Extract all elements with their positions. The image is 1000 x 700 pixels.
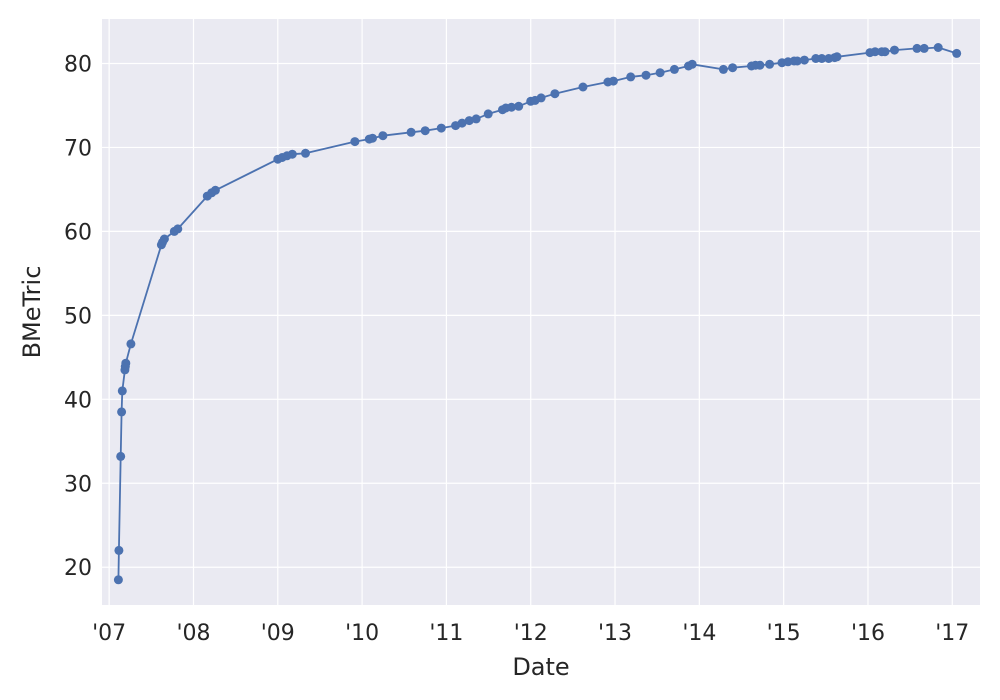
data-point bbox=[436, 123, 446, 133]
data-point bbox=[608, 76, 618, 86]
data-point bbox=[952, 48, 962, 58]
data-point bbox=[870, 47, 880, 57]
data-point bbox=[880, 47, 890, 57]
x-tick-label: '11 bbox=[429, 621, 463, 646]
data-point bbox=[117, 407, 127, 417]
y-tick-label: 70 bbox=[64, 136, 92, 161]
data-point bbox=[550, 89, 560, 99]
data-series bbox=[113, 43, 962, 585]
data-point bbox=[641, 70, 651, 80]
data-point bbox=[350, 137, 360, 147]
data-point bbox=[159, 234, 169, 244]
x-tick-label: '10 bbox=[345, 621, 379, 646]
data-point bbox=[471, 114, 481, 124]
data-point bbox=[210, 185, 220, 195]
data-point bbox=[687, 59, 697, 69]
data-point bbox=[117, 386, 127, 396]
data-point bbox=[121, 358, 131, 368]
data-point bbox=[765, 59, 775, 69]
data-point bbox=[626, 72, 636, 82]
plot-area bbox=[102, 19, 980, 605]
data-point bbox=[514, 101, 524, 111]
data-point bbox=[301, 148, 310, 158]
x-axis-ticks: '07 '08 '09 '10 '11 '12 '13 '14 '15 '16 '17 bbox=[92, 621, 969, 646]
data-point bbox=[368, 133, 377, 143]
data-point bbox=[457, 118, 467, 128]
x-tick-label: '13 bbox=[598, 621, 632, 646]
x-tick-label: '14 bbox=[682, 621, 716, 646]
data-point bbox=[728, 63, 738, 73]
y-axis-ticks: 20 30 40 50 60 70 80 bbox=[64, 52, 92, 581]
data-point bbox=[912, 43, 922, 53]
data-point bbox=[126, 339, 136, 349]
data-point bbox=[464, 116, 474, 126]
x-tick-label: '07 bbox=[92, 621, 126, 646]
y-tick-label: 40 bbox=[64, 388, 92, 413]
y-tick-label: 30 bbox=[64, 472, 92, 497]
data-point bbox=[287, 149, 297, 159]
data-point bbox=[378, 131, 388, 141]
data-point bbox=[173, 224, 183, 234]
data-point bbox=[655, 68, 665, 78]
x-tick-label: '15 bbox=[767, 621, 801, 646]
y-tick-label: 20 bbox=[64, 556, 92, 581]
data-point bbox=[919, 43, 929, 53]
data-point bbox=[799, 55, 809, 65]
data-point bbox=[536, 93, 546, 103]
y-tick-label: 50 bbox=[64, 304, 92, 329]
data-point bbox=[113, 575, 123, 585]
x-tick-label: '12 bbox=[514, 621, 548, 646]
data-point bbox=[832, 52, 842, 62]
data-point bbox=[420, 126, 430, 136]
data-point bbox=[792, 56, 802, 66]
y-tick-label: 60 bbox=[64, 220, 92, 245]
data-point bbox=[483, 109, 493, 119]
data-point bbox=[817, 54, 827, 63]
x-tick-label: '16 bbox=[851, 621, 885, 646]
data-point bbox=[669, 64, 679, 74]
x-tick-label: '09 bbox=[261, 621, 295, 646]
data-point bbox=[114, 545, 124, 555]
data-point bbox=[718, 64, 728, 74]
x-tick-label: '08 bbox=[176, 621, 210, 646]
data-point bbox=[406, 127, 416, 137]
data-point bbox=[890, 45, 899, 55]
y-tick-label: 80 bbox=[64, 52, 92, 77]
grid bbox=[102, 19, 980, 605]
x-axis-title: Date bbox=[512, 653, 569, 681]
y-axis-title: BMeTric bbox=[18, 266, 46, 359]
data-point bbox=[507, 102, 516, 112]
x-tick-label: '17 bbox=[935, 621, 969, 646]
data-point bbox=[933, 43, 943, 52]
data-point bbox=[755, 60, 765, 70]
data-point bbox=[116, 451, 126, 461]
data-point bbox=[578, 82, 588, 92]
